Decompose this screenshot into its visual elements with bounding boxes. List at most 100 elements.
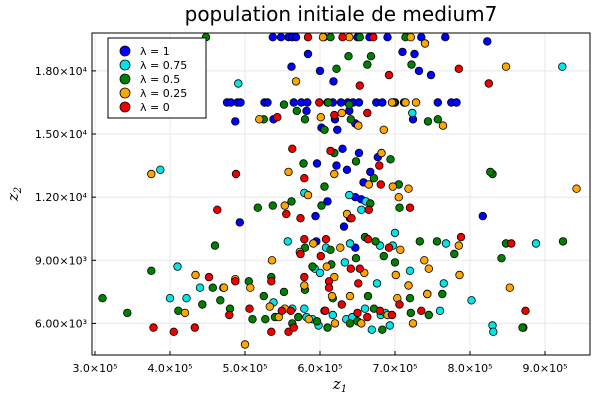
legend-marker xyxy=(119,87,131,99)
data-point xyxy=(363,234,373,244)
data-point xyxy=(182,294,191,303)
data-point xyxy=(235,218,244,227)
data-point xyxy=(372,279,382,288)
data-point xyxy=(344,52,353,61)
data-point xyxy=(286,306,295,315)
plot-area-frame xyxy=(91,32,591,356)
data-point xyxy=(326,245,335,254)
data-point xyxy=(267,256,277,265)
data-point xyxy=(454,241,463,250)
data-point xyxy=(276,33,286,42)
chart-title: population initiale de medium7 xyxy=(185,2,498,26)
data-point xyxy=(467,296,476,305)
data-point xyxy=(332,64,341,73)
data-point xyxy=(347,213,356,223)
data-point xyxy=(324,98,333,107)
data-point xyxy=(303,190,313,200)
data-point xyxy=(342,165,352,174)
data-point xyxy=(420,256,429,265)
data-point xyxy=(363,108,372,118)
data-point xyxy=(441,33,450,42)
data-point xyxy=(253,203,262,212)
data-point xyxy=(330,319,340,328)
data-point xyxy=(240,340,250,349)
legend-marker xyxy=(119,73,131,85)
data-point xyxy=(294,312,303,322)
data-point xyxy=(486,167,495,177)
data-point xyxy=(387,98,397,107)
data-point xyxy=(346,115,355,124)
data-point xyxy=(455,270,464,280)
data-point xyxy=(316,112,325,122)
data-point xyxy=(426,70,436,80)
y-tick-label: 6.00×10³ xyxy=(35,317,87,330)
data-point xyxy=(296,213,305,223)
legend-marker xyxy=(119,101,131,113)
data-point xyxy=(357,319,366,328)
data-point xyxy=(279,100,289,109)
data-point xyxy=(291,77,301,86)
data-point xyxy=(299,159,308,168)
data-point xyxy=(433,98,442,107)
y-tick-label: 9.00×10³ xyxy=(35,254,87,267)
data-point xyxy=(320,125,329,134)
data-point xyxy=(355,81,364,90)
data-point xyxy=(391,270,400,280)
x-tick-label: 5.0×10⁵ xyxy=(222,362,267,375)
data-point xyxy=(387,310,397,320)
data-point xyxy=(255,115,264,124)
data-point xyxy=(236,98,245,107)
data-point xyxy=(396,245,405,254)
data-point xyxy=(414,66,424,76)
legend-label: λ = 1 xyxy=(140,45,170,58)
series-4 xyxy=(149,33,530,336)
data-point xyxy=(315,98,324,107)
data-point xyxy=(435,306,445,315)
data-point xyxy=(433,115,442,124)
data-point xyxy=(366,52,376,61)
data-point xyxy=(216,296,225,305)
data-point xyxy=(328,310,337,320)
data-point xyxy=(289,98,298,107)
data-point xyxy=(404,281,413,290)
data-point xyxy=(383,33,392,42)
data-point xyxy=(384,243,394,252)
data-point xyxy=(300,234,309,244)
data-point xyxy=(364,205,373,214)
data-point xyxy=(558,62,567,71)
data-point xyxy=(326,33,335,42)
data-point xyxy=(351,254,361,263)
data-point xyxy=(337,108,346,118)
data-point xyxy=(531,239,541,248)
data-point xyxy=(345,239,355,248)
data-point xyxy=(364,180,373,189)
data-point xyxy=(195,283,205,292)
data-point xyxy=(424,310,433,320)
data-point xyxy=(424,264,433,273)
data-point xyxy=(321,234,331,244)
legend-label: λ = 0.5 xyxy=(140,73,180,86)
data-point xyxy=(169,327,178,336)
data-point xyxy=(340,258,349,267)
data-point xyxy=(408,319,418,328)
data-point xyxy=(363,60,372,69)
data-point xyxy=(438,289,447,299)
data-point xyxy=(441,239,451,248)
data-point xyxy=(355,33,364,42)
data-point xyxy=(308,262,317,271)
data-point xyxy=(394,192,403,202)
data-point xyxy=(360,304,370,313)
data-point xyxy=(415,237,424,246)
data-point xyxy=(156,165,165,174)
data-point xyxy=(345,190,354,200)
data-point xyxy=(363,312,372,322)
data-point xyxy=(300,173,309,183)
data-point xyxy=(261,315,270,324)
data-point xyxy=(208,283,217,292)
data-point xyxy=(321,306,330,315)
data-point xyxy=(327,291,337,301)
data-point xyxy=(411,98,421,107)
data-point xyxy=(351,157,361,166)
data-point xyxy=(312,159,322,168)
data-point xyxy=(338,144,347,153)
